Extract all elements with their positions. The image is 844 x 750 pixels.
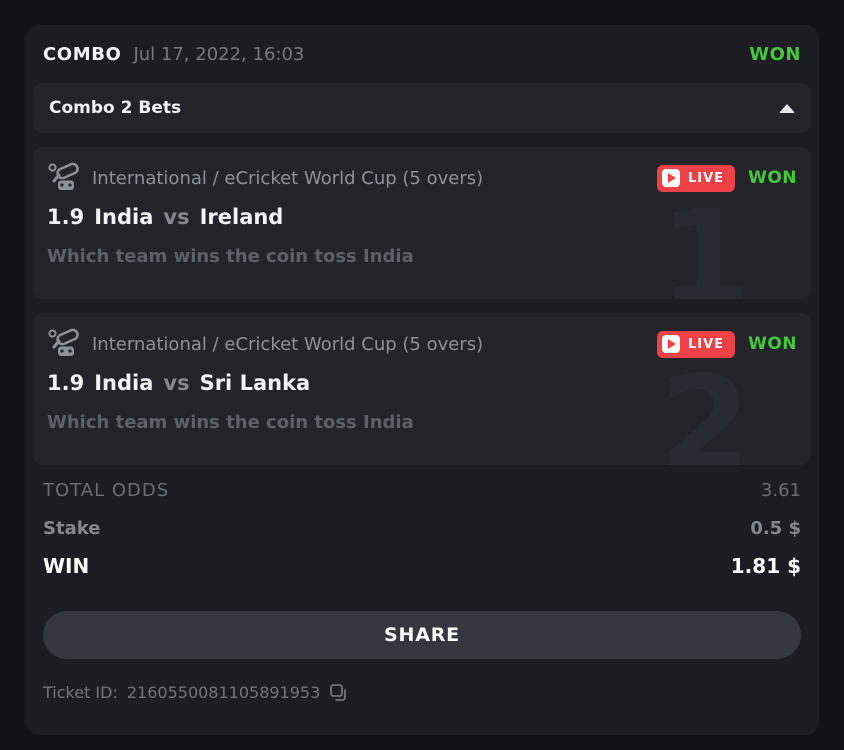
ticket-header: COMBO Jul 17, 2022, 16:03 WON xyxy=(33,25,811,83)
ticket-id-label: Ticket ID: xyxy=(43,683,118,702)
stake-label: Stake xyxy=(43,517,101,539)
ticket-type-label: COMBO xyxy=(43,43,122,65)
team-home: India xyxy=(94,371,154,395)
match-line: 1.9 India vs Ireland xyxy=(47,205,797,229)
ticket-status-badge: WON xyxy=(749,43,801,65)
bet-index-watermark: 1 xyxy=(659,182,751,299)
team-home: India xyxy=(94,205,154,229)
win-label: WIN xyxy=(43,554,90,578)
ticket-id-row: Ticket ID: 2160550081105891953 xyxy=(43,683,801,702)
combo-bets-label: Combo 2 Bets xyxy=(49,98,182,118)
bet-card-1: International / eCricket World Cup (5 ov… xyxy=(33,147,811,299)
play-icon xyxy=(662,335,680,353)
bet-league: International / eCricket World Cup (5 ov… xyxy=(92,167,484,189)
collapse-triangle-up-icon[interactable] xyxy=(779,103,795,113)
bet-odds: 1.9 xyxy=(47,205,85,229)
win-value: 1.81 $ xyxy=(730,554,801,578)
ticket-id-value: 2160550081105891953 xyxy=(126,683,321,702)
bet-card-2: International / eCricket World Cup (5 ov… xyxy=(33,313,811,465)
bet-status-badge: WON xyxy=(748,334,797,354)
ecricket-bat-gamepad-icon xyxy=(48,162,79,190)
live-badge: LIVE xyxy=(657,164,736,192)
copy-icon[interactable] xyxy=(329,683,348,702)
play-icon xyxy=(662,169,680,187)
match-line: 1.9 India vs Sri Lanka xyxy=(47,371,797,395)
bet-index-watermark: 2 xyxy=(659,348,751,465)
ecricket-bat-gamepad-icon xyxy=(48,328,79,356)
live-badge: LIVE xyxy=(657,330,736,358)
stake-value: 0.5 $ xyxy=(750,517,801,539)
totals-section: TOTAL ODDS 3.61 Stake 0.5 $ WIN 1.81 $ xyxy=(33,465,811,585)
bet-odds: 1.9 xyxy=(47,371,85,395)
vs-label: vs xyxy=(163,205,190,229)
bet-market: Which team wins the coin toss India xyxy=(47,412,414,433)
bet-league: International / eCricket World Cup (5 ov… xyxy=(92,333,484,355)
share-button[interactable]: SHARE xyxy=(43,611,801,659)
win-row: WIN 1.81 $ xyxy=(43,547,801,585)
total-odds-value: 3.61 xyxy=(760,479,801,501)
team-away: Ireland xyxy=(199,205,284,229)
bet-ticket-card: COMBO Jul 17, 2022, 16:03 WON Combo 2 Be… xyxy=(25,25,819,735)
ticket-datetime: Jul 17, 2022, 16:03 xyxy=(133,43,305,65)
vs-label: vs xyxy=(163,371,190,395)
team-away: Sri Lanka xyxy=(199,371,311,395)
combo-bets-collapse-row[interactable]: Combo 2 Bets xyxy=(33,83,811,133)
total-odds-row: TOTAL ODDS 3.61 xyxy=(43,471,801,509)
bet-status-badge: WON xyxy=(748,168,797,188)
stake-row: Stake 0.5 $ xyxy=(43,509,801,547)
bet-market: Which team wins the coin toss India xyxy=(47,246,414,267)
total-odds-label: TOTAL ODDS xyxy=(43,479,170,501)
